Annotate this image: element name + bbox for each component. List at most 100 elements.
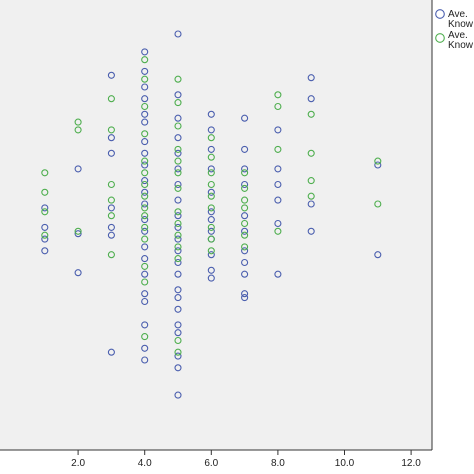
- data-point-green: [174, 243, 182, 251]
- data-point-blue: [241, 145, 249, 153]
- data-point-green: [141, 180, 149, 189]
- data-point-green: [107, 251, 115, 259]
- data-point-green: [241, 219, 249, 228]
- data-point-blue: [174, 247, 182, 255]
- data-point-blue: [174, 134, 182, 142]
- data-point-blue: [174, 321, 182, 329]
- data-point-blue: [174, 30, 182, 38]
- data-point-green: [141, 192, 149, 200]
- data-point-blue: [174, 91, 182, 99]
- data-point-blue: [241, 294, 249, 302]
- data-point-blue: [207, 216, 215, 224]
- data-point-green: [274, 91, 282, 99]
- legend-label-green: Ave. Know: [448, 30, 474, 51]
- data-point-green: [41, 208, 49, 216]
- data-point-blue: [307, 227, 315, 235]
- data-point-blue: [74, 269, 82, 277]
- data-point-green: [74, 227, 82, 235]
- data-point-green: [241, 169, 249, 177]
- data-point-green: [107, 212, 115, 220]
- data-point-blue: [141, 161, 149, 169]
- data-point-green: [174, 219, 182, 228]
- data-point-green: [141, 278, 149, 286]
- data-point-blue: [174, 270, 182, 278]
- data-point-green: [174, 157, 182, 165]
- x-axis-ticks: 2.0 4.0 6.0 8.0 10.0 12.0: [71, 450, 421, 469]
- data-point-blue: [41, 247, 49, 255]
- x-tick-label: 4.0: [138, 458, 152, 469]
- data-point-blue: [141, 83, 149, 91]
- data-point-green: [107, 126, 115, 134]
- data-point-green: [174, 348, 182, 356]
- data-point-blue: [241, 114, 249, 122]
- legend: Ave. Know Ave. Know: [435, 9, 474, 51]
- data-point-blue: [307, 74, 315, 82]
- data-point-blue: [141, 48, 149, 56]
- data-point-blue: [141, 290, 149, 298]
- data-point-blue: [174, 212, 182, 220]
- data-point-blue: [307, 95, 315, 103]
- data-point-green: [207, 180, 215, 189]
- data-point-blue: [241, 258, 249, 267]
- data-point-blue: [74, 165, 82, 173]
- data-point-blue: [174, 329, 182, 337]
- data-point-green: [207, 223, 215, 231]
- data-point-blue: [274, 165, 282, 173]
- data-point-blue: [207, 145, 215, 153]
- data-point-green: [307, 177, 315, 185]
- data-point-green: [307, 192, 315, 200]
- data-point-blue: [141, 255, 149, 263]
- data-point-blue: [174, 223, 182, 231]
- data-point-green: [107, 95, 115, 103]
- data-point-blue: [107, 231, 115, 239]
- data-point-blue: [174, 294, 182, 302]
- data-point-green: [174, 75, 182, 83]
- data-point-blue: [141, 297, 149, 306]
- data-point-green: [241, 184, 249, 192]
- data-point-green: [174, 184, 182, 192]
- data-point-blue: [174, 258, 182, 267]
- data-point-blue: [141, 227, 149, 235]
- legend-label-blue: Ave. Know: [448, 9, 474, 30]
- data-point-green: [141, 130, 149, 138]
- data-point-green: [307, 149, 315, 157]
- data-point-blue: [374, 161, 382, 169]
- data-point-green: [141, 102, 149, 111]
- data-point-blue: [174, 196, 182, 204]
- data-point-green: [241, 196, 249, 204]
- data-point-green: [141, 262, 149, 270]
- data-point-blue: [274, 126, 282, 134]
- data-point-green: [307, 110, 315, 118]
- data-point-green: [207, 134, 215, 142]
- data-point-blue: [141, 110, 149, 118]
- data-point-blue: [107, 348, 115, 356]
- data-point-green: [274, 227, 282, 235]
- data-point-green: [374, 200, 382, 208]
- data-point-green: [207, 169, 215, 177]
- data-point-blue: [207, 188, 215, 196]
- data-point-blue: [141, 177, 149, 185]
- data-point-green: [141, 212, 149, 220]
- x-tick-label: 8.0: [271, 458, 285, 469]
- data-point-blue: [241, 290, 249, 298]
- data-point-blue: [141, 138, 149, 146]
- data-point-blue: [141, 344, 149, 352]
- data-point-blue: [241, 247, 249, 255]
- data-point-blue: [207, 227, 215, 235]
- data-point-green: [174, 255, 182, 263]
- data-point-blue: [141, 243, 149, 251]
- plot-area: [0, 0, 432, 450]
- data-point-green: [141, 235, 149, 243]
- data-point-blue: [174, 391, 182, 399]
- data-point-green: [174, 231, 182, 239]
- data-point-blue: [141, 356, 149, 364]
- data-point-green: [141, 56, 149, 64]
- data-point-blue: [74, 230, 82, 238]
- data-point-green: [174, 122, 182, 130]
- data-point-blue: [41, 204, 49, 212]
- data-point-blue: [107, 71, 115, 79]
- data-point-blue: [141, 95, 149, 103]
- data-point-blue: [207, 266, 215, 274]
- data-point-green: [174, 336, 182, 345]
